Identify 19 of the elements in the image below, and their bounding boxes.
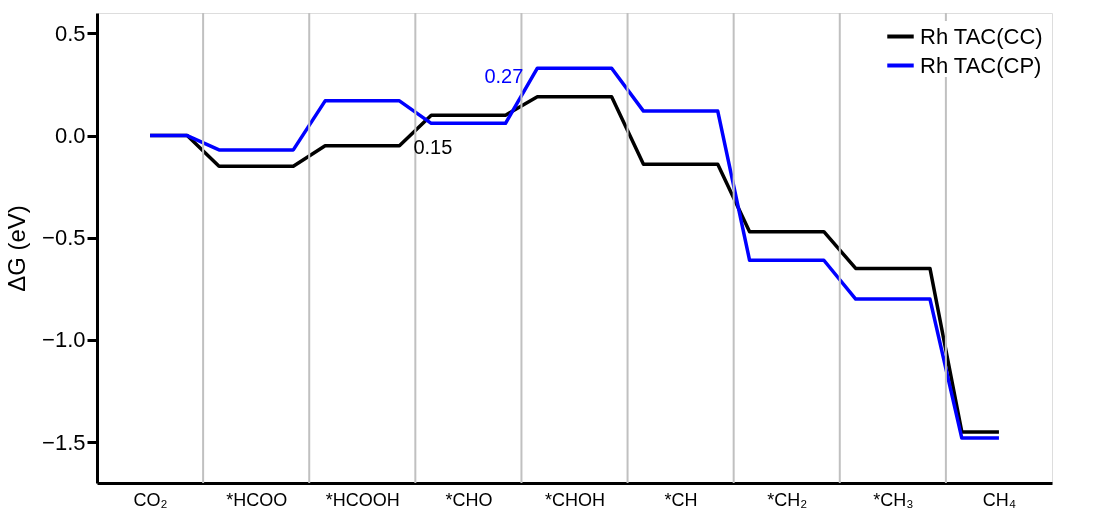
- x-tick-label: *HCOO: [226, 489, 288, 510]
- x-tick-label: *CHO: [445, 489, 493, 510]
- annotation: 0.27: [484, 65, 524, 88]
- annotation: 0.15: [413, 135, 453, 158]
- y-tick-label: 0.5: [54, 20, 86, 46]
- legend-label: Rh TAC(CC): [920, 23, 1043, 49]
- x-tick-label: *HCOOH: [325, 489, 400, 510]
- y-tick-label: −0.5: [42, 225, 86, 251]
- y-tick-label: −1.0: [42, 327, 86, 353]
- x-tick-label: CH₄: [982, 489, 1017, 510]
- y-axis-title: ΔG (eV): [3, 205, 31, 292]
- x-tick-label: *CH₂: [767, 489, 808, 510]
- x-tick-label: *CH₃: [873, 489, 914, 510]
- y-tick-label: −1.5: [42, 429, 86, 455]
- x-tick-label: CO₂: [133, 489, 168, 510]
- x-tick-label: *CHOH: [544, 489, 606, 510]
- legend-label: Rh TAC(CP): [920, 52, 1042, 78]
- y-tick-label: 0.0: [54, 123, 86, 149]
- x-tick-label: *CH: [664, 489, 698, 510]
